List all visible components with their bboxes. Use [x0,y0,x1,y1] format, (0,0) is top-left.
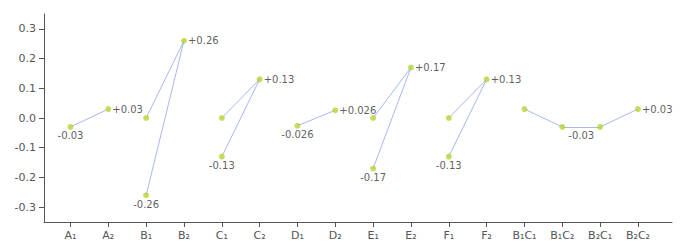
svg-text:B₂: B₂ [178,229,190,242]
svg-text:-0.03: -0.03 [568,130,594,141]
svg-text:A₂: A₂ [102,229,114,242]
svg-text:-0.13: -0.13 [436,160,462,171]
svg-text:-0.026: -0.026 [281,129,313,140]
svg-text:-0.13: -0.13 [209,160,235,171]
svg-text:B₁: B₁ [140,229,152,242]
svg-text:0.2: 0.2 [19,52,37,65]
svg-text:+0.17: +0.17 [415,62,446,73]
svg-text:-0.03: -0.03 [58,130,84,141]
svg-text:+0.13: +0.13 [264,74,295,85]
svg-text:B₂C₁: B₂C₁ [588,229,612,242]
svg-text:B₁C₂: B₁C₂ [550,229,574,242]
svg-text:B₂C₂: B₂C₂ [626,229,650,242]
svg-text:C₁: C₁ [216,229,228,242]
svg-text:-0.3: -0.3 [15,201,36,214]
svg-text:0.0: 0.0 [19,112,37,125]
svg-text:A₁: A₁ [65,229,77,242]
svg-text:E₁: E₁ [367,229,378,242]
svg-text:0.1: 0.1 [19,82,37,95]
svg-text:+0.13: +0.13 [491,74,522,85]
svg-text:-0.17: -0.17 [360,172,386,183]
svg-text:+0.026: +0.026 [339,105,376,116]
svg-text:F₁: F₁ [443,229,454,242]
svg-text:+0.26: +0.26 [188,35,219,46]
svg-text:D₁: D₁ [291,229,304,242]
svg-text:+0.03: +0.03 [642,104,673,115]
svg-text:+0.03: +0.03 [112,104,143,115]
svg-text:B₁C₁: B₁C₁ [512,229,536,242]
svg-text:E₂: E₂ [405,229,416,242]
svg-text:-0.26: -0.26 [133,199,159,210]
svg-text:-0.2: -0.2 [15,171,36,184]
svg-text:-0.1: -0.1 [15,141,36,154]
svg-text:F₂: F₂ [481,229,492,242]
svg-text:0.3: 0.3 [19,22,37,35]
svg-text:D₂: D₂ [329,229,342,242]
svg-text:C₂: C₂ [254,229,266,242]
